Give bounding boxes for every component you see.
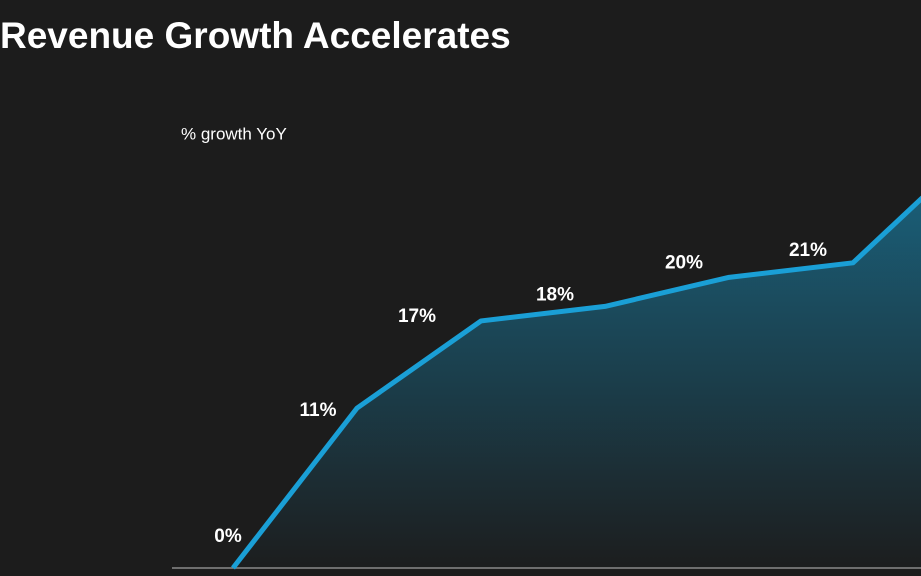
- data-label: 17%: [398, 306, 436, 327]
- data-label: 0%: [214, 526, 242, 547]
- y-axis-label: % growth YoY: [181, 124, 287, 143]
- data-label: 21%: [789, 240, 827, 261]
- data-label: 11%: [300, 400, 337, 421]
- chart-title: Revenue Growth Accelerates: [0, 15, 511, 56]
- line: [231, 195, 921, 570]
- data-label: 18%: [536, 284, 574, 305]
- data-label: 20%: [665, 252, 703, 273]
- area-fill: [233, 199, 921, 568]
